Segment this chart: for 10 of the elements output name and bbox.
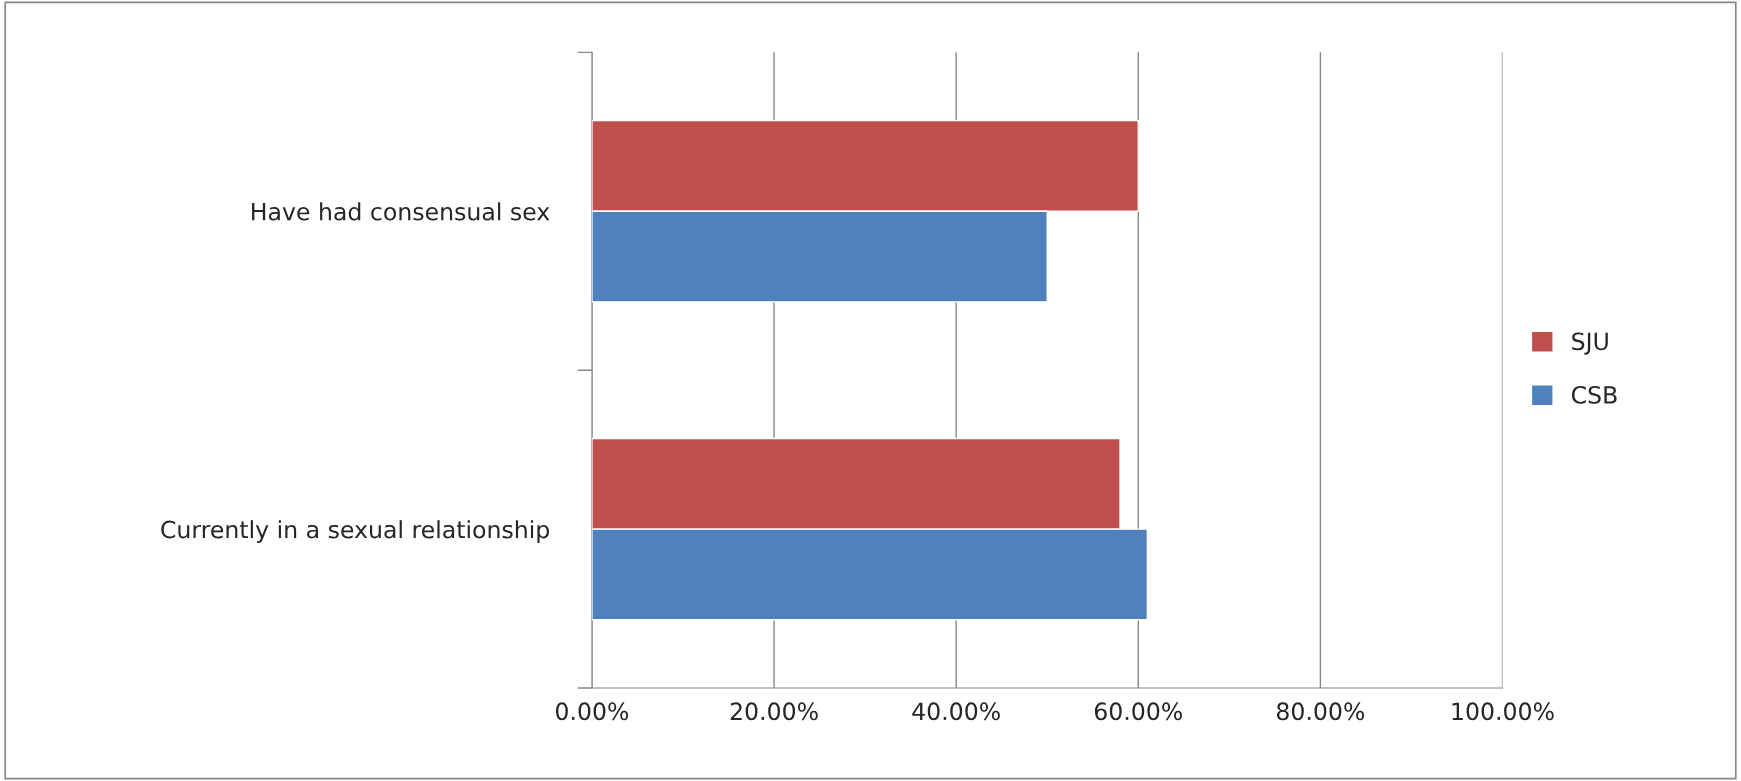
legend-label: SJU <box>1572 332 1608 355</box>
x-tick-label: 60.00% <box>1094 702 1182 721</box>
legend-label: CSB <box>1571 385 1617 404</box>
x-tick-label: 100.00% <box>1452 702 1554 721</box>
x-tick-label: 20.00% <box>730 702 818 721</box>
x-tick-label: 0.00% <box>555 702 629 721</box>
x-tick-label: 40.00% <box>912 702 1000 721</box>
y-tick-label: Currently in a sexual relationship <box>161 520 549 544</box>
x-tick-label: 80.00% <box>1276 702 1365 721</box>
y-tick-label: Have had consensual sex <box>252 202 550 221</box>
